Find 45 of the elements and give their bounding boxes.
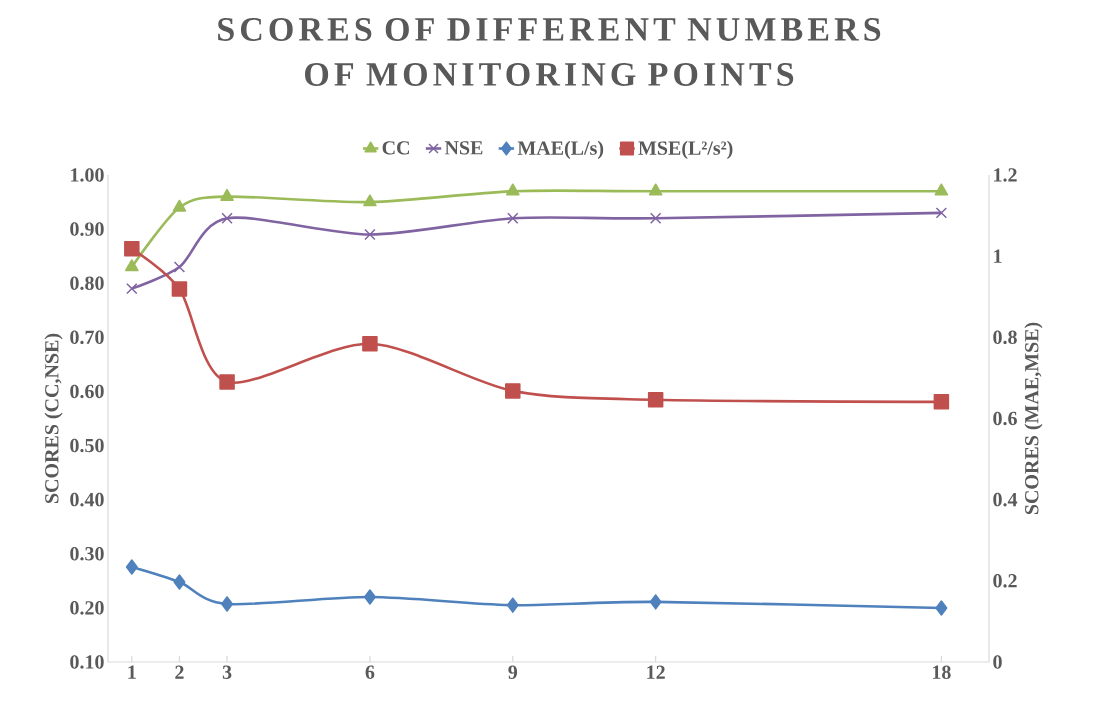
x-tick-label: 2 [175,665,184,679]
point [125,559,138,575]
x-tick-label: 9 [508,665,518,679]
legend-label: MSE(L²/s²) [638,140,733,159]
x-tick-label: 18 [932,665,951,680]
point [933,394,950,410]
y2-tick-label: 0.8 [993,330,1017,345]
x-tick-label: 3 [222,665,232,679]
y2-tick-label: 1 [994,249,1002,263]
y-tick-label: 0.20 [70,601,104,615]
y2-tick-label: 1.2 [994,168,1017,182]
y-tick-label: 0.60 [70,384,104,399]
x-tick-label: 6 [365,665,375,679]
legend-label: NSE [444,141,483,155]
point [173,574,186,590]
y-tick-label: 0.30 [70,546,104,561]
y2-tick-label: 0.6 [993,411,1017,426]
y-tick-label: 0.40 [70,492,104,507]
point [505,383,521,399]
y-axis-title: SCORES (CC,NSE) [44,333,63,503]
x-tick-label: 12 [647,665,665,679]
chart-title: SCORES OF DIFFERENT NUMBERS OF MONITORING POINTS [218,18,881,86]
point [647,392,664,408]
legend-label: MAE(L/s) [517,140,604,159]
point [649,594,662,610]
y2-axis-title: SCORES (MAE,MSE) [1024,322,1043,515]
point [506,597,519,613]
point [935,600,948,616]
y-tick-label: 0.70 [70,330,104,345]
point [362,336,378,352]
point [221,596,234,612]
point [363,589,376,605]
legend-label: CC [382,141,410,155]
y-tick-label: 0.80 [70,276,104,291]
point [219,374,235,390]
y-tick-label: 0.90 [70,222,104,236]
point [171,281,188,297]
point [124,241,140,257]
y2-tick-label: 0.2 [993,574,1017,588]
y-tick-label: 1.00 [71,168,104,182]
x-tick-label: 1 [128,665,136,679]
y2-tick-label: 0 [993,655,1002,669]
y2-tick-label: 0.4 [993,492,1018,507]
y-tick-label: 0.50 [70,438,104,453]
y-tick-label: 0.10 [70,655,104,669]
